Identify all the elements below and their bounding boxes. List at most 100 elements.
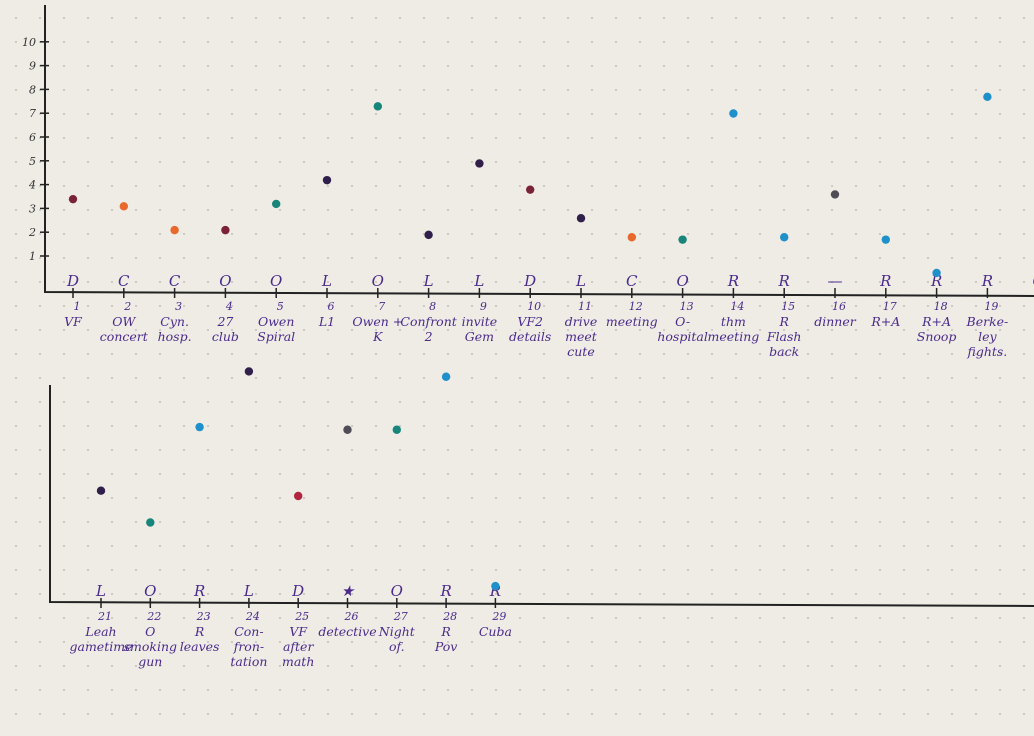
beat-description-label: smoking — [124, 639, 177, 654]
data-point — [780, 233, 789, 242]
beat-description-label: Cyn. — [160, 314, 189, 329]
beat-code-label: D — [523, 272, 536, 290]
beat-description-label: drive — [565, 314, 597, 329]
beat-code-label: R — [981, 272, 993, 290]
data-point — [678, 235, 687, 244]
beat-number-label: 1 — [74, 300, 81, 313]
beat-description-label: meeting — [708, 329, 760, 344]
beat-number-label: 8 — [429, 300, 436, 313]
beat-code-label: O — [391, 582, 403, 600]
y-tick-label: 10 — [22, 36, 36, 49]
data-point — [424, 230, 433, 240]
beat-code-label: R — [439, 582, 451, 600]
data-point — [343, 425, 352, 434]
beat-description-label: Pov — [434, 639, 458, 654]
beat-description-label: ley — [978, 329, 997, 344]
beat-description-label: Berke- — [966, 314, 1009, 329]
data-point — [221, 225, 230, 235]
beat-description-label: detective — [318, 624, 376, 639]
beat-description-label: tation — [230, 654, 267, 669]
beat-number-label: 29 — [491, 610, 506, 623]
data-point — [392, 425, 401, 434]
beat-description-label: Con- — [234, 624, 263, 639]
data-point — [491, 581, 500, 591]
data-point — [830, 190, 840, 199]
data-point — [526, 185, 535, 194]
data-point — [119, 202, 128, 211]
beat-code-label: C — [626, 272, 638, 290]
beat-description-label: gun — [138, 654, 162, 669]
beat-code-label: L — [321, 272, 332, 290]
beat-number-label: 27 — [393, 610, 408, 623]
data-point — [373, 102, 382, 111]
y-tick-label: 1 — [29, 250, 36, 263]
beat-code-label: L — [95, 582, 106, 600]
beat-description-label: fights. — [966, 344, 1007, 359]
beat-number-label: 11 — [578, 300, 592, 313]
beat-number-label: 22 — [146, 610, 161, 623]
beat-code-label: C — [118, 272, 130, 290]
beat-number-label: 12 — [629, 300, 643, 313]
beat-number-label: 24 — [245, 610, 260, 623]
beat-description-label: invite — [462, 314, 498, 329]
y-tick-label: 2 — [28, 226, 36, 239]
beat-description-label: VF — [64, 314, 83, 329]
beat-code-label: ★ — [341, 582, 356, 600]
data-point — [146, 518, 155, 527]
data-point — [294, 491, 303, 501]
beat-code-label: R — [930, 272, 942, 290]
beat-number-label: 23 — [196, 610, 211, 623]
beat-code-label: R — [193, 582, 205, 600]
chart-bottom: L21LeahgametimeO22OsmokinggunR23RleavesL… — [49, 367, 1034, 669]
beat-description-label: VF — [289, 624, 308, 639]
beat-number-label: 25 — [294, 610, 309, 623]
beat-description-label: R+A — [921, 314, 951, 329]
beat-description-label: R — [440, 624, 450, 639]
beat-description-label: Night — [378, 624, 416, 639]
beat-number-label: 9 — [480, 300, 487, 313]
beat-description-label: after — [283, 639, 314, 654]
beat-description-label: meeting — [606, 314, 658, 329]
beat-code-label: O — [144, 582, 156, 600]
beat-number-label: 6 — [328, 300, 335, 313]
beat-description-label: Gem — [465, 329, 494, 344]
beat-description-label: OW — [112, 314, 136, 329]
beat-code-label: D — [291, 582, 304, 600]
beat-description-label: of. — [389, 639, 405, 654]
y-tick-label: 3 — [29, 202, 36, 215]
beat-description-label: cute — [567, 344, 594, 359]
beat-code-label: O — [372, 272, 384, 290]
beat-description-label: O- — [675, 314, 690, 329]
beat-description-label: meet — [565, 329, 598, 344]
beat-description-label: thm — [721, 314, 746, 329]
beat-code-label: L — [473, 272, 484, 290]
beat-code-label: R — [879, 272, 891, 290]
beat-description-label: VF2 — [517, 314, 543, 329]
beat-code-label: R — [727, 272, 739, 290]
axis-lines — [49, 385, 1034, 607]
data-point — [322, 175, 332, 185]
beat-number-label: 21 — [97, 610, 112, 623]
beat-description-label: dinner — [814, 314, 856, 329]
beat-description-label: details — [509, 329, 551, 344]
beat-code-label: — — [828, 272, 843, 290]
beat-number-label: 19 — [984, 300, 998, 313]
data-point — [244, 367, 254, 376]
beat-number-label: 15 — [781, 300, 795, 313]
beat-number-label: 18 — [934, 300, 948, 313]
data-point — [475, 159, 484, 168]
beat-code-label: C — [169, 272, 181, 290]
beat-number-label: 2 — [123, 300, 131, 313]
y-tick-label: 4 — [28, 179, 36, 192]
y-tick-label: 7 — [29, 107, 36, 120]
beat-number-label: 13 — [680, 300, 694, 313]
beat-description-label: Spiral — [257, 329, 295, 344]
beat-description-label: 2 — [424, 329, 433, 344]
beat-description-label: Leah — [84, 624, 116, 639]
beat-description-label: Confront — [400, 314, 457, 329]
beat-number-label: 4 — [225, 300, 233, 313]
data-point — [983, 92, 992, 102]
beat-code-label: O — [676, 272, 688, 290]
